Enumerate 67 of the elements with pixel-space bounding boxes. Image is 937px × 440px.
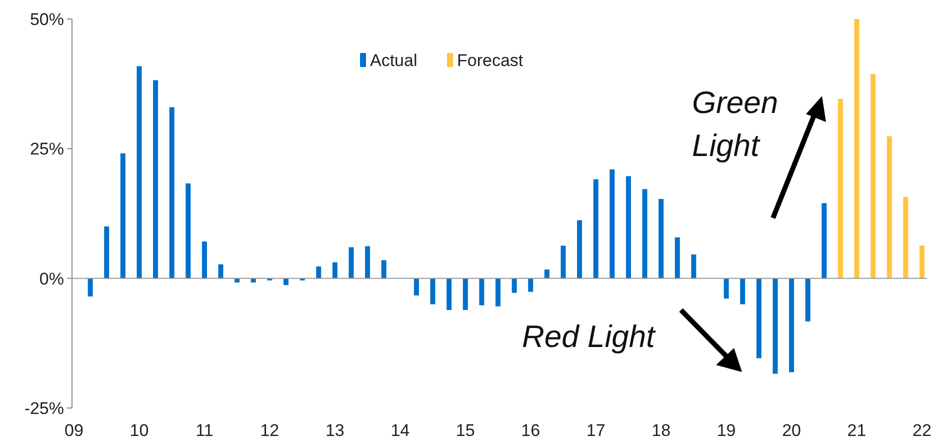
bar: [169, 107, 174, 278]
x-tick-label: 20: [782, 421, 801, 440]
bar: [805, 278, 810, 322]
bar: [920, 246, 924, 278]
bar: [348, 247, 354, 278]
bar: [332, 262, 338, 278]
bar: [120, 153, 126, 278]
bar: [365, 246, 370, 278]
bar: [724, 278, 729, 299]
x-tick-label: 12: [260, 421, 280, 440]
bar: [462, 278, 468, 310]
y-tick-label: 25%: [30, 140, 64, 159]
bar: [886, 136, 892, 278]
x-tick-label: 09: [64, 421, 84, 440]
bar: [528, 278, 534, 292]
bar: [789, 278, 794, 372]
bar: [512, 278, 517, 293]
x-tick-label: 21: [847, 421, 866, 440]
bar: [381, 260, 386, 278]
bar: [496, 278, 500, 306]
bar: [316, 266, 322, 278]
bar: [88, 278, 93, 296]
bar: [626, 176, 631, 278]
annotation: Red Light: [522, 319, 656, 354]
legend-label: Actual: [370, 50, 418, 70]
bar: [610, 169, 615, 278]
bar: [870, 74, 876, 278]
x-tick-label: 11: [196, 421, 214, 440]
bar: [479, 278, 484, 306]
bar: [903, 196, 908, 278]
x-tick-label: 22: [912, 421, 932, 440]
bar: [691, 254, 696, 278]
bar: [430, 278, 436, 304]
bar: [756, 278, 762, 358]
bar: [218, 264, 224, 278]
bar: [136, 66, 142, 278]
x-tick-label: 10: [130, 421, 149, 440]
x-tick-label: 18: [652, 421, 671, 440]
bar: [577, 220, 582, 278]
bar: [202, 242, 207, 278]
x-tick-label: 13: [325, 421, 344, 440]
bar: [104, 226, 110, 278]
annotation: Green Light: [692, 85, 778, 163]
bar: [446, 278, 452, 310]
bar: [414, 278, 419, 296]
bar: [153, 80, 158, 278]
x-tick-label: 16: [521, 421, 540, 440]
bar: [740, 278, 746, 304]
bar: [854, 19, 860, 278]
bar: [772, 278, 778, 374]
bar: [822, 203, 827, 278]
x-tick-label: 15: [456, 421, 475, 440]
legend-label: Forecast: [457, 50, 524, 70]
y-tick-label: 50%: [30, 10, 64, 29]
bar: [593, 179, 598, 278]
bar: [560, 246, 566, 278]
bar: [544, 270, 550, 278]
bar: [642, 189, 648, 278]
bar: [674, 237, 680, 278]
bar: [838, 98, 843, 278]
x-tick-label: 19: [716, 421, 736, 440]
bar: [186, 183, 191, 278]
y-tick-label: -25%: [24, 398, 64, 418]
y-tick-label: 0%: [39, 269, 64, 288]
x-tick-label: 14: [390, 421, 410, 440]
bar: [658, 198, 664, 278]
x-tick-label: 17: [586, 421, 606, 440]
